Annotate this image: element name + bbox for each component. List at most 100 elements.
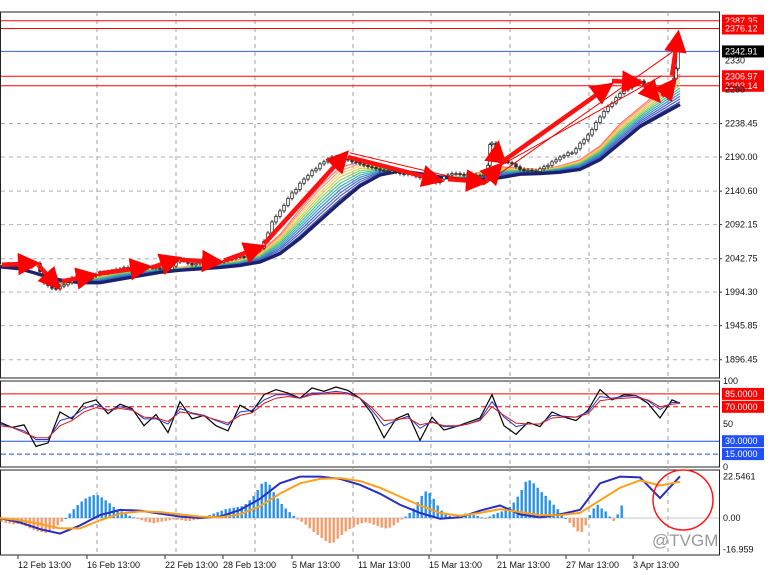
- price-badge-text: 2342.91: [725, 47, 758, 57]
- histogram-bar: [352, 518, 355, 527]
- histogram-bar: [600, 508, 603, 519]
- histogram-bar: [396, 518, 399, 523]
- histogram-bar: [468, 514, 471, 519]
- histogram-bar: [360, 518, 363, 524]
- histogram-bar: [168, 518, 171, 521]
- histogram-bar: [440, 510, 443, 519]
- candle-body: [470, 173, 474, 176]
- candle-body: [458, 173, 462, 175]
- candle-body: [46, 282, 50, 286]
- oscillator-level-text: 15.0000: [725, 449, 758, 459]
- candle-body: [678, 43, 682, 52]
- histogram-bar: [380, 518, 383, 528]
- candle-body: [246, 255, 250, 258]
- histogram-bar: [248, 500, 251, 519]
- oscillator-tick-label: 100: [723, 376, 738, 386]
- histogram-bar: [612, 518, 615, 521]
- histogram-bar: [304, 518, 307, 525]
- histogram-bar: [172, 518, 175, 520]
- ribbon-ma-line: [0, 90, 681, 284]
- ribbon-ma-line: [0, 84, 681, 285]
- price-badge-box: [722, 22, 764, 35]
- histogram-bar: [296, 518, 299, 520]
- histogram-bar: [364, 518, 367, 523]
- histogram-bar: [164, 518, 167, 521]
- candle-body: [318, 163, 322, 170]
- histogram-bar: [104, 500, 107, 519]
- histogram-bar: [212, 513, 215, 519]
- histogram-bar: [328, 518, 331, 544]
- histogram-bar: [68, 513, 71, 519]
- trend-arrow: [500, 82, 614, 164]
- candle-body: [170, 265, 174, 270]
- oscillator-tick-label: 0: [723, 462, 728, 472]
- histogram-bar: [52, 518, 55, 530]
- histogram-bar: [256, 489, 259, 519]
- candle-body: [622, 89, 626, 94]
- histogram-bar: [132, 517, 135, 519]
- histogram-bar: [492, 514, 495, 519]
- ribbon-ma-line: [0, 92, 681, 283]
- price-badge-box: [722, 45, 764, 58]
- candle-body: [462, 173, 466, 176]
- histogram-bar: [572, 518, 575, 528]
- histogram-bar: [292, 515, 295, 519]
- histogram-bar: [392, 518, 395, 526]
- histogram-bar: [260, 483, 263, 519]
- histogram-bar: [548, 500, 551, 519]
- date-tick-label: 16 Feb 13:00: [87, 560, 140, 570]
- price-tick-label: 2092.15: [725, 220, 758, 230]
- histogram-bar: [376, 518, 379, 527]
- histogram-bar: [336, 518, 339, 539]
- histogram-bar: [596, 504, 599, 519]
- candle-body: [570, 152, 574, 155]
- candle-body: [630, 84, 634, 89]
- oscillator-panel: [0, 386, 719, 455]
- histogram-bar: [252, 495, 255, 519]
- candle-body: [654, 86, 658, 89]
- candle-body: [162, 268, 166, 271]
- histogram-bar: [92, 495, 95, 519]
- candle-body: [546, 164, 550, 168]
- candle-body: [550, 161, 554, 166]
- histogram-bar: [564, 518, 567, 520]
- histogram-bar: [340, 518, 343, 536]
- ribbon-ma-line: [0, 87, 681, 284]
- date-tick-label: 5 Mar 13:00: [292, 560, 340, 570]
- candle-body: [626, 87, 630, 91]
- price-badge-text: 2387.35: [725, 16, 758, 26]
- candle-body: [586, 134, 590, 141]
- candle-body: [326, 158, 330, 163]
- candle-body: [542, 166, 546, 170]
- candle-body: [294, 189, 298, 194]
- histogram-bar: [544, 495, 547, 519]
- histogram-bar: [32, 518, 35, 530]
- trend-arrow: [97, 258, 153, 281]
- histogram-bar: [272, 492, 275, 519]
- oscillator-tick-label: 50: [723, 419, 733, 429]
- candle-body: [594, 122, 598, 130]
- candle-body: [534, 170, 538, 173]
- candle-body: [310, 170, 314, 177]
- main-price-panel: [0, 20, 719, 291]
- price-tick-label: 2190.00: [725, 152, 758, 162]
- trend-arrow: [36, 263, 62, 291]
- price-tick-label: 2140.60: [725, 186, 758, 196]
- histogram-bar: [280, 504, 283, 519]
- histogram-bar: [180, 518, 183, 521]
- histogram-bar: [84, 498, 87, 519]
- histogram-bar: [424, 491, 427, 519]
- histogram-bar: [584, 518, 587, 526]
- candle-body: [362, 163, 366, 166]
- histogram-bar: [288, 512, 291, 519]
- histogram-bar: [308, 518, 311, 529]
- price-badge-text: 2376.12: [725, 24, 758, 34]
- histogram-bar: [608, 516, 611, 519]
- candle-body: [298, 182, 302, 190]
- trend-arrow: [611, 70, 645, 93]
- histogram-bar: [160, 518, 163, 522]
- trend-arrow: [262, 150, 350, 246]
- candle-body: [366, 164, 370, 168]
- histogram-bar: [428, 492, 431, 519]
